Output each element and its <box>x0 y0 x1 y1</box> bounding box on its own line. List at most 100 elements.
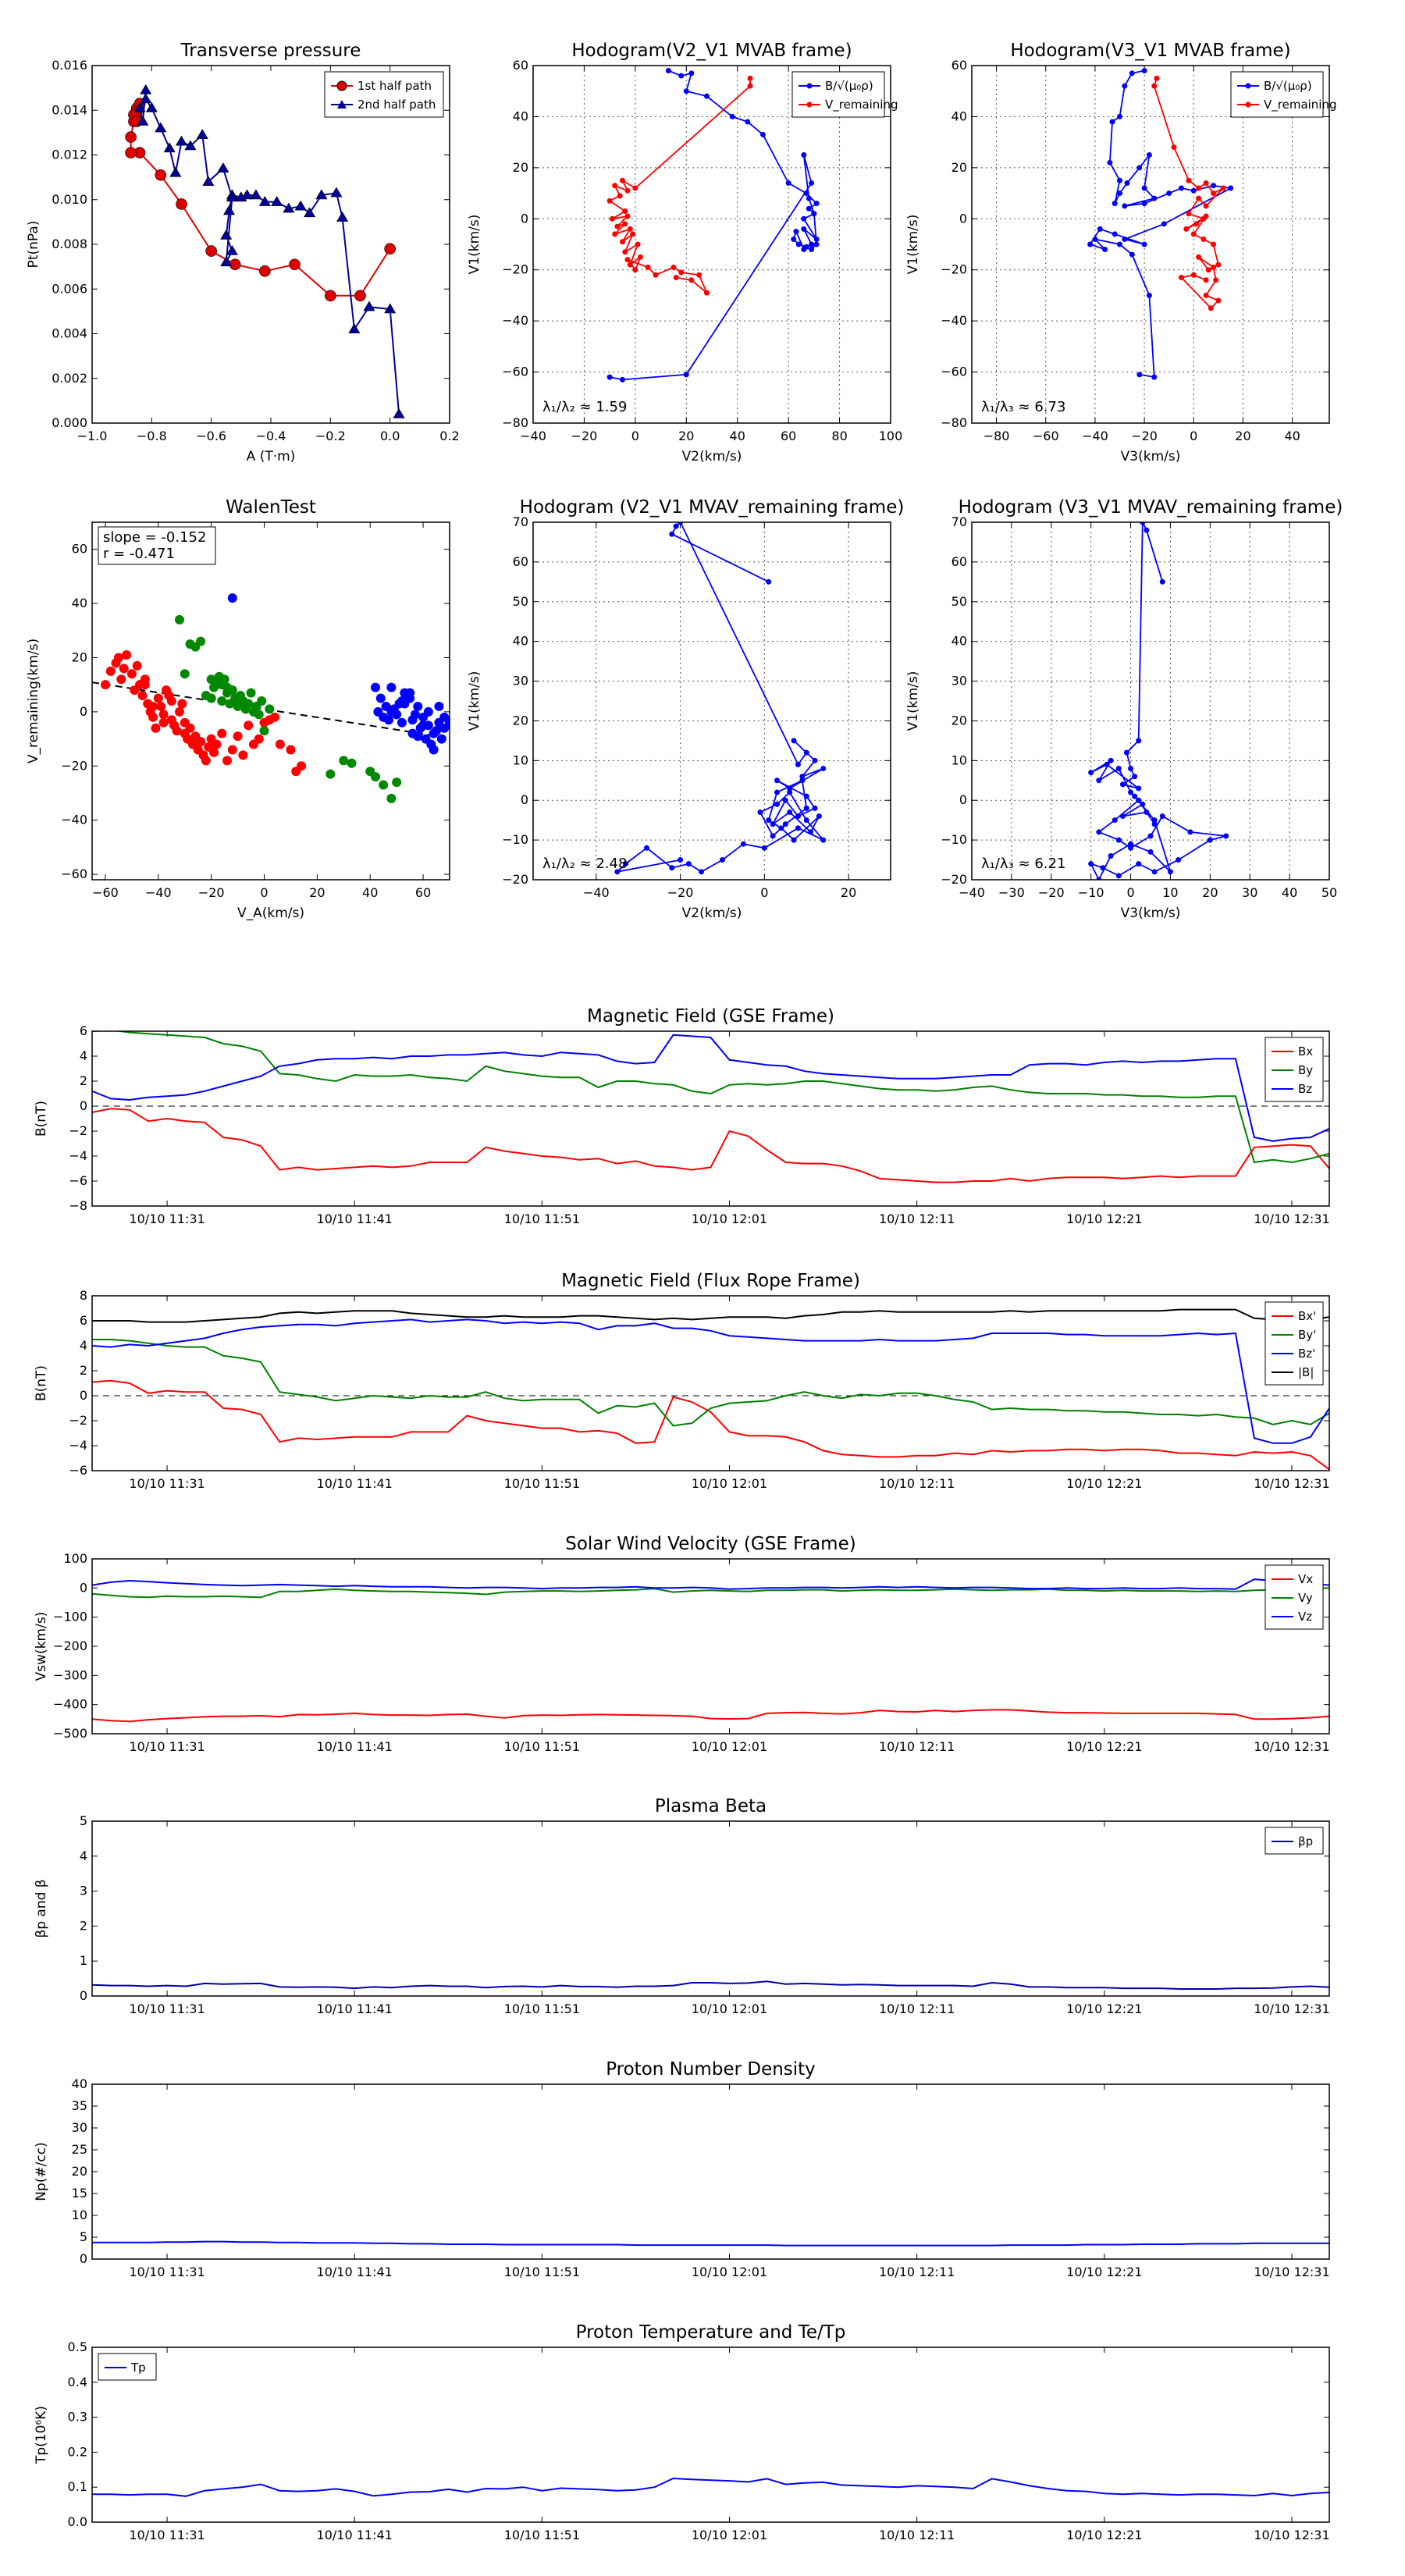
x-tick-label: 10/10 12:31 <box>1254 2528 1329 2542</box>
data-point <box>809 241 815 247</box>
y-tick-label: 0 <box>80 704 87 719</box>
x-axis-label: V2(km/s) <box>682 906 742 921</box>
data-point <box>787 789 793 795</box>
y-tick-label: 3 <box>80 1884 87 1898</box>
data-point <box>235 191 247 202</box>
data-point <box>637 254 643 260</box>
data-point <box>445 717 450 728</box>
data-point <box>140 84 152 94</box>
x-tick-label: 10/10 12:01 <box>692 2265 767 2279</box>
data-point <box>799 774 806 780</box>
data-point <box>1122 83 1128 89</box>
chart-np: Proton Number Density 10/10 11:31 10/10 11… <box>34 2059 1330 2279</box>
x-tick-label: 0 <box>260 885 268 900</box>
data-point <box>244 699 254 709</box>
x-tick-label: −80 <box>984 429 1010 443</box>
data-point <box>413 701 423 711</box>
data-point <box>145 101 158 112</box>
data-point <box>289 258 301 271</box>
y-axis-label: Np(#/cc) <box>34 2142 49 2201</box>
y-tick-label: 0 <box>80 1098 87 1113</box>
data-point <box>1200 236 1207 242</box>
x-tick-label: 10/10 12:31 <box>1254 2265 1329 2279</box>
data-point <box>622 208 628 214</box>
x-tick-label: −0.8 <box>137 429 167 443</box>
y-tick-label: 2 <box>80 1363 87 1378</box>
x-tick-label: 20 <box>1202 885 1218 900</box>
x-tick-label: 10/10 12:31 <box>1254 1212 1329 1226</box>
data-point <box>745 119 751 125</box>
data-point <box>622 221 628 227</box>
data-point <box>226 244 238 255</box>
data-point <box>1087 241 1094 247</box>
data-point <box>1117 177 1123 183</box>
y-tick-label: −100 <box>53 1610 87 1624</box>
y-tick-label: 70 <box>513 514 528 529</box>
y-tick-label: 0.006 <box>52 281 87 296</box>
data-point <box>1176 857 1182 863</box>
y-tick-label: 1 <box>80 1953 87 1968</box>
data-point <box>1220 185 1226 191</box>
data-point <box>137 115 149 126</box>
data-point <box>148 712 158 722</box>
y-tick-label: 40 <box>513 634 528 649</box>
data-point <box>1183 226 1190 232</box>
data-point <box>1154 75 1160 81</box>
data-point <box>1193 221 1199 227</box>
data-point <box>297 761 307 771</box>
data-point <box>747 75 753 81</box>
legend: 1st half path 2nd half path <box>324 71 444 118</box>
data-point <box>645 264 651 270</box>
y-tick-label: −20 <box>941 872 967 887</box>
data-point <box>415 723 425 733</box>
x-tick-label: 10/10 12:11 <box>879 1739 955 1754</box>
y-tick-label: 0.000 <box>52 415 87 430</box>
data-point <box>747 83 753 89</box>
data-point <box>220 256 233 267</box>
data-point <box>609 215 615 222</box>
data-point <box>688 70 695 76</box>
y-tick-label: 60 <box>951 58 967 73</box>
series-line-0 <box>92 1980 1329 1990</box>
plot-area <box>606 68 820 382</box>
y-tick-label: 60 <box>951 554 967 569</box>
plot-frame <box>91 521 450 881</box>
y-tick-label: 0.014 <box>52 102 87 117</box>
data-point <box>1167 869 1173 875</box>
data-point <box>1228 185 1234 191</box>
data-point <box>1141 201 1147 207</box>
data-point <box>1108 852 1114 859</box>
data-point <box>685 861 692 867</box>
data-point <box>683 372 689 378</box>
x-tick-label: 10/10 12:21 <box>1066 2528 1142 2542</box>
data-point <box>397 717 407 728</box>
data-point <box>1088 770 1094 776</box>
data-point <box>100 680 110 690</box>
data-point <box>806 205 812 212</box>
data-point <box>393 407 405 418</box>
x-tick-label: 10/10 12:11 <box>879 2528 955 2542</box>
data-point <box>386 793 397 803</box>
data-point <box>791 738 797 744</box>
series-line-2 <box>92 1578 1329 1590</box>
data-point <box>669 531 675 537</box>
data-point <box>620 177 625 183</box>
legend: βp <box>1264 1827 1324 1855</box>
data-point <box>606 374 613 380</box>
data-point <box>257 696 267 706</box>
y-tick-label: 4 <box>80 1338 87 1353</box>
x-tick-label: 20 <box>1235 429 1250 443</box>
data-point <box>795 241 802 247</box>
data-point <box>1203 180 1209 186</box>
annotation: λ₁/λ₃ ≈ 6.21 <box>981 856 1065 872</box>
y-axis-label: V1(km/s) <box>467 215 482 275</box>
legend-label: 2nd half path <box>357 98 436 112</box>
x-tick-label: 10/10 11:41 <box>317 2001 393 2016</box>
y-tick-label: 10 <box>951 753 967 767</box>
data-point <box>1129 70 1135 76</box>
data-point <box>703 290 710 296</box>
data-point <box>177 699 187 709</box>
data-point <box>222 688 233 698</box>
y-tick-label: 0.010 <box>52 192 87 207</box>
series-line-1 <box>92 1339 1329 1427</box>
